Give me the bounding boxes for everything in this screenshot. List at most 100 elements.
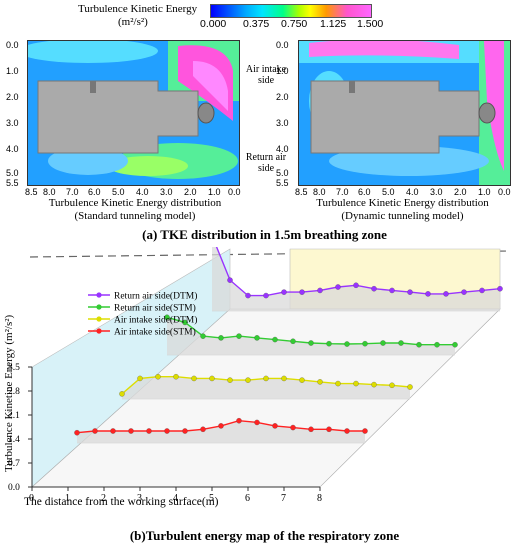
data-point <box>434 341 440 348</box>
legend-swatch-dot <box>96 292 102 298</box>
data-point <box>380 340 386 346</box>
data-point <box>263 375 269 382</box>
data-point <box>389 382 395 389</box>
right-map-caption-1: Turbulence Kinetic Energy distribution <box>316 197 489 209</box>
data-point <box>236 333 242 339</box>
x-tick: 0.0 <box>498 187 511 197</box>
data-point <box>128 428 134 434</box>
data-point <box>407 289 413 295</box>
series-curtain <box>122 376 410 399</box>
x-tick: 8.5 <box>25 187 38 197</box>
x-tick-label: 5 <box>209 493 214 504</box>
data-point <box>272 423 278 429</box>
x-tick-label: 0 <box>29 493 34 504</box>
colorbar-tick: 0.000 <box>200 18 227 30</box>
y-tick-label: 0.7 <box>8 459 20 469</box>
colorbar-tick: 0.750 <box>281 18 308 30</box>
x-tick: 8.0 <box>43 187 56 197</box>
x-tick: 4.0 <box>406 187 419 197</box>
data-point <box>290 338 296 345</box>
y-tick-label: 1.4 <box>8 435 20 445</box>
data-point <box>317 379 323 385</box>
right-map-caption-2: (Dynamic tunneling model) <box>341 210 464 222</box>
y-tick: 5.0 <box>276 168 289 178</box>
data-point <box>317 287 323 294</box>
x-tick: 3.0 <box>430 187 443 197</box>
data-point <box>452 341 458 348</box>
data-point <box>326 426 332 433</box>
data-point <box>335 380 341 387</box>
left-map-caption-1: Turbulence Kinetic Energy distribution <box>48 197 222 209</box>
data-point <box>335 284 341 290</box>
data-point <box>200 333 206 339</box>
legend-label: Return air side(STM) <box>114 303 196 314</box>
data-point <box>182 428 188 434</box>
x-tick: 8.0 <box>313 187 326 197</box>
legend-swatch-dot <box>96 304 102 310</box>
data-point <box>182 319 188 326</box>
data-point <box>425 291 431 297</box>
y-tick: 1.0 <box>6 66 19 76</box>
y-axis-label: Turbulence Kinetine Energy (m²/s²) <box>3 314 15 472</box>
y-tick: 5.0 <box>6 168 19 178</box>
x-tick: 2.0 <box>184 187 197 197</box>
data-point <box>155 373 161 380</box>
x-tick: 7.0 <box>336 187 349 197</box>
data-point <box>245 377 251 383</box>
data-point <box>398 340 404 346</box>
data-point <box>146 428 152 434</box>
data-point <box>362 340 368 347</box>
tke-map-dynamic <box>298 40 511 186</box>
air-intake-label: Air intake side <box>245 64 287 86</box>
return-air-label: Return air side <box>245 152 287 174</box>
data-point <box>290 424 296 431</box>
left-map-caption-2: (Standard tunneling model) <box>74 210 196 222</box>
data-point <box>245 292 251 299</box>
x-tick: 6.0 <box>358 187 371 197</box>
panel-b-title: (b)Turbulent energy map of the respirato… <box>129 528 400 543</box>
data-point <box>389 287 395 294</box>
x-tick-group: 0 1 2 3 4 5 6 7 8 <box>29 487 322 504</box>
x-tick: 0.0 <box>228 187 241 197</box>
x-tick: 5.0 <box>112 187 125 197</box>
colorbar-tick: 0.375 <box>243 18 270 30</box>
data-point <box>227 377 233 383</box>
data-point <box>344 428 350 434</box>
data-point <box>362 428 368 434</box>
y-tick-label: 2.1 <box>8 411 20 421</box>
data-point <box>407 384 413 390</box>
data-point <box>416 341 422 348</box>
data-point <box>254 419 260 426</box>
data-point <box>353 282 359 289</box>
turbulence-3d-chart: 0 1 2 3 4 5 6 7 8 0.0 0.7 1.4 2.1 2.8 3.5 The distanc… <box>3 247 511 508</box>
data-point <box>461 289 467 295</box>
x-tick-label: 6 <box>245 493 250 504</box>
data-point <box>272 336 278 343</box>
y-tick: 5.5 <box>6 178 19 188</box>
data-point <box>497 285 503 292</box>
y-tick: 4.0 <box>6 144 19 154</box>
data-point <box>344 341 350 347</box>
data-point <box>119 391 125 397</box>
legend-label: Return air side(DTM) <box>114 291 197 302</box>
data-point <box>479 287 485 294</box>
x-tick-label: 4 <box>173 493 178 504</box>
series-curtain <box>77 420 365 443</box>
data-point <box>200 426 206 433</box>
data-point <box>164 428 170 434</box>
data-point <box>236 417 242 424</box>
data-point <box>353 380 359 387</box>
data-point <box>326 340 332 347</box>
data-point <box>263 292 269 299</box>
data-point <box>92 428 98 434</box>
legend-swatch-dot <box>96 328 102 334</box>
legend: Return air side(DTM)Return air side(STM)… <box>88 291 197 338</box>
x-tick: 3.0 <box>160 187 173 197</box>
y-tick: 2.0 <box>6 92 19 102</box>
x-tick-label: 7 <box>281 493 286 504</box>
colorbar <box>210 4 372 18</box>
x-tick: 5.0 <box>382 187 395 197</box>
y-tick: 5.5 <box>276 178 289 188</box>
colorbar-tick: 1.500 <box>357 18 384 30</box>
y-tick: 1.0 <box>276 66 289 76</box>
